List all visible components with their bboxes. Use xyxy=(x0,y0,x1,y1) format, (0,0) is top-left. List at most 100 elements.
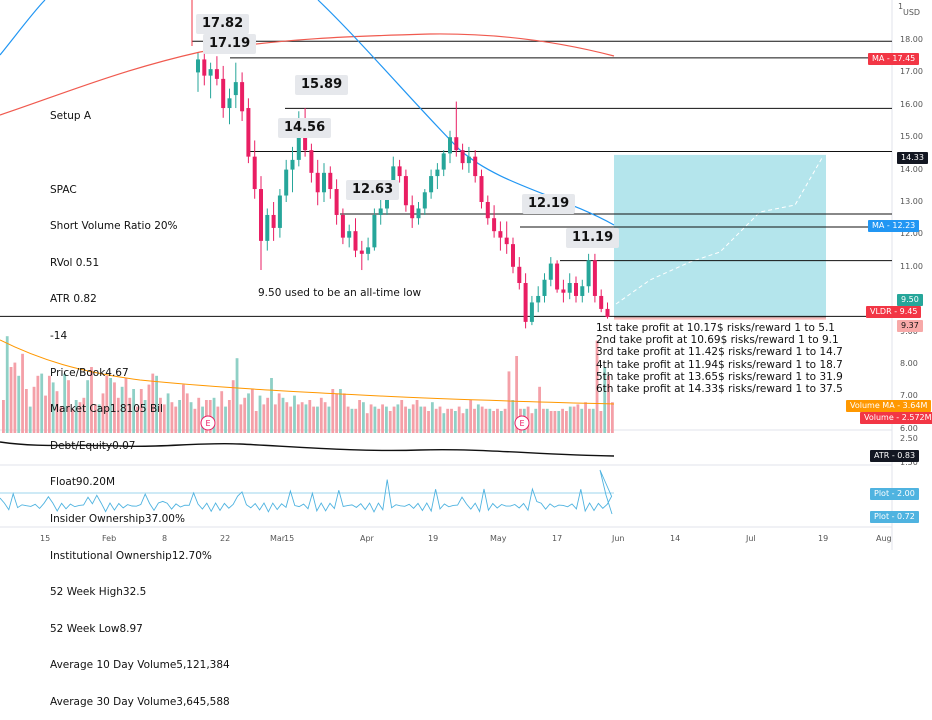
volume-bar xyxy=(101,393,105,433)
volume-bar xyxy=(139,389,143,433)
candle-body xyxy=(435,169,440,177)
earnings-marker-label: E xyxy=(205,419,210,428)
candle-body xyxy=(334,189,339,215)
candle-body xyxy=(259,189,263,241)
volume-bar xyxy=(327,406,331,433)
volume-bar xyxy=(178,400,181,433)
setup-line: Float90.20M xyxy=(50,476,116,489)
volume-bar xyxy=(185,393,189,433)
volume-bar xyxy=(557,411,561,433)
volume-bar xyxy=(128,397,132,433)
volume-bar xyxy=(212,397,216,433)
price-tick: 17.00 xyxy=(900,67,923,77)
volume-bar xyxy=(419,406,423,433)
volume-bar xyxy=(339,389,342,433)
volume-bar xyxy=(407,408,411,433)
volume-bar xyxy=(496,408,499,433)
volume-bar xyxy=(235,358,239,433)
candle-body xyxy=(347,231,352,238)
take-profit-line: 6th take profit at 14.33$ risks/reward 1… xyxy=(596,382,843,395)
volume-bar xyxy=(453,411,457,433)
volume-bar xyxy=(392,406,396,433)
volume-bar xyxy=(143,400,147,433)
volume-bar xyxy=(105,375,109,433)
volume-bar xyxy=(224,406,227,433)
price-badge: 9.37 xyxy=(897,320,923,332)
earnings-marker xyxy=(200,415,216,431)
volume-bar xyxy=(300,402,304,433)
volume-bar xyxy=(450,408,453,433)
volume-bar xyxy=(584,402,587,433)
volume-bar xyxy=(484,408,488,433)
volume-bar xyxy=(289,406,293,433)
volume-bar xyxy=(189,402,193,433)
candle-body xyxy=(448,137,452,154)
volume-bar xyxy=(565,411,568,433)
take-profit-line: 2nd take profit at 10.69$ risks/reward 1… xyxy=(596,334,839,347)
volume-bar xyxy=(254,411,258,433)
volume-bar xyxy=(109,378,113,433)
candle-body xyxy=(296,124,301,160)
volume-bar xyxy=(415,400,419,433)
volume-bar xyxy=(461,413,465,433)
volume-bar xyxy=(587,408,591,433)
volume-bar xyxy=(28,406,32,433)
volume-bar xyxy=(488,408,492,433)
volume-bar xyxy=(457,406,461,433)
volume-bar xyxy=(120,386,124,433)
atr-tick: 2.50 xyxy=(900,434,918,443)
price-badge: 9.50 xyxy=(897,294,923,306)
time-tick: 19 xyxy=(818,534,829,543)
volume-bar xyxy=(51,382,55,433)
price-badge: MA - 17.45 xyxy=(868,53,920,65)
candle-body xyxy=(529,302,534,322)
candle-body xyxy=(340,214,345,238)
candle-body xyxy=(473,156,478,177)
volume-bar xyxy=(2,400,5,433)
volume-bar xyxy=(162,404,166,433)
volume-bar xyxy=(365,413,369,433)
time-tick: 15 xyxy=(40,534,51,543)
setup-line: 52 Week High32.5 xyxy=(50,586,147,599)
volume-bar xyxy=(492,411,496,433)
volume-bar xyxy=(358,400,361,433)
currency-label: USD xyxy=(903,8,921,17)
atr-line xyxy=(0,441,615,457)
volume-bar xyxy=(381,404,384,433)
volume-bar xyxy=(312,406,316,433)
volume-bar xyxy=(151,373,155,433)
time-tick: 14 xyxy=(670,534,681,543)
volume-bar xyxy=(542,408,545,433)
candle-body xyxy=(492,218,497,232)
volume-bar xyxy=(316,406,319,433)
time-tick: Aug xyxy=(876,534,892,543)
level-label: 12.63 xyxy=(346,180,400,200)
candle-body xyxy=(309,150,314,173)
candle-body xyxy=(561,289,566,293)
candle-body xyxy=(240,82,245,112)
take-profit-list: 1st take profit at 10.17$ risks/reward 1… xyxy=(596,322,843,395)
volume-bar xyxy=(434,408,438,433)
volume-bar xyxy=(155,375,158,433)
volume-bar xyxy=(530,413,534,433)
volume-bar xyxy=(476,404,480,433)
candle-body xyxy=(542,279,547,296)
volume-bar xyxy=(166,393,170,433)
price-tick: 8.00 xyxy=(900,359,918,368)
candle-body xyxy=(208,69,213,76)
volume-bar xyxy=(124,378,128,433)
volume-bar xyxy=(335,393,339,433)
volume-bar xyxy=(293,395,296,433)
volume-bar xyxy=(607,375,610,433)
volume-bar xyxy=(273,404,277,433)
volume-bar xyxy=(270,378,273,433)
volume-bar xyxy=(197,397,201,433)
price-badge: ATR - 0.83 xyxy=(870,450,920,462)
time-tick: Jul xyxy=(746,534,756,543)
level-label: 14.56 xyxy=(278,118,332,138)
setup-line: -14 xyxy=(50,329,68,342)
candle-body xyxy=(265,214,270,241)
volume-bar xyxy=(553,411,557,433)
price-badge: MA - 12.23 xyxy=(868,220,920,232)
